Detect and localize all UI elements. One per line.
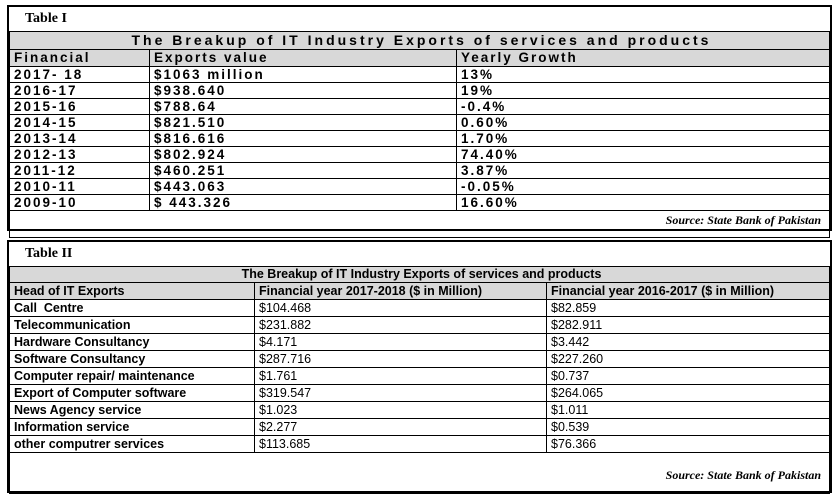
cell-head: Telecommunication <box>9 316 255 334</box>
table2-header-fy-2017-2018: Financial year 2017-2018 ($ in Million) <box>254 282 547 300</box>
cell-head: Computer repair/ maintenance <box>9 367 255 385</box>
table-row: 2009-10 $ 443.326 16.60% <box>9 194 830 211</box>
cell-fy2018: $4.171 <box>254 333 547 351</box>
cell-growth: 3.87% <box>456 162 830 179</box>
cell-fy2017: $76.366 <box>546 435 830 453</box>
cell-growth: 16.60% <box>456 194 830 211</box>
table1-title-row: The Breakup of IT Industry Exports of se… <box>9 31 830 50</box>
cell-head: News Agency service <box>9 401 255 419</box>
table-row: Software Consultancy $287.716 $227.260 <box>9 350 830 368</box>
cell-fy2017: $82.859 <box>546 299 830 317</box>
table1-source-row: Source: State Bank of Pakistan <box>9 210 830 238</box>
cell-fy2018: $2.277 <box>254 418 547 436</box>
table2-source-row: Source: State Bank of Pakistan <box>9 452 830 494</box>
table2-title: The Breakup of IT Industry Exports of se… <box>9 266 830 283</box>
cell-fy2018: $1.023 <box>254 401 547 419</box>
table1-header-row: Financial Exports value Yearly Growth <box>9 49 830 67</box>
table2-source: Source: State Bank of Pakistan <box>9 452 830 494</box>
cell-value: $938.640 <box>149 82 457 99</box>
cell-head: Hardware Consultancy <box>9 333 255 351</box>
table1-source: Source: State Bank of Pakistan <box>9 210 830 238</box>
table-row: 2015-16 $788.64 -0.4% <box>9 98 830 115</box>
cell-growth: 13% <box>456 66 830 83</box>
table-row: 2014-15 $821.510 0.60% <box>9 114 830 131</box>
table-row: 2011-12 $460.251 3.87% <box>9 162 830 179</box>
cell-growth: -0.05% <box>456 178 830 195</box>
cell-value: $821.510 <box>149 114 457 131</box>
table1-header-financial: Financial <box>9 49 150 67</box>
cell-head: Software Consultancy <box>9 350 255 368</box>
table2-title-row: The Breakup of IT Industry Exports of se… <box>9 266 830 283</box>
cell-year: 2009-10 <box>9 194 150 211</box>
cell-growth: 74.40% <box>456 146 830 163</box>
table-row: Hardware Consultancy $4.171 $3.442 <box>9 333 830 351</box>
table2-section: Table II The Breakup of IT Industry Expo… <box>7 240 832 494</box>
table-row: 2010-11 $443.063 -0.05% <box>9 178 830 195</box>
cell-value: $816.616 <box>149 130 457 147</box>
cell-fy2018: $104.468 <box>254 299 547 317</box>
table2-caption: Table II <box>25 246 73 261</box>
table-row: Export of Computer software $319.547 $26… <box>9 384 830 402</box>
table-row: Computer repair/ maintenance $1.761 $0.7… <box>9 367 830 385</box>
table-row: Telecommunication $231.882 $282.911 <box>9 316 830 334</box>
cell-year: 2013-14 <box>9 130 150 147</box>
cell-fy2018: $287.716 <box>254 350 547 368</box>
cell-head: Export of Computer software <box>9 384 255 402</box>
table-row: News Agency service $1.023 $1.011 <box>9 401 830 419</box>
cell-fy2018: $1.761 <box>254 367 547 385</box>
cell-year: 2016-17 <box>9 82 150 99</box>
cell-fy2017: $3.442 <box>546 333 830 351</box>
cell-growth: -0.4% <box>456 98 830 115</box>
cell-head: Information service <box>9 418 255 436</box>
table1-caption: Table I <box>25 11 67 26</box>
cell-fy2017: $1.011 <box>546 401 830 419</box>
cell-year: 2015-16 <box>9 98 150 115</box>
cell-value: $460.251 <box>149 162 457 179</box>
table-row: other computrer services $113.685 $76.36… <box>9 435 830 453</box>
table1-title: The Breakup of IT Industry Exports of se… <box>9 31 830 50</box>
table2-header-head-of-exports: Head of IT Exports <box>9 282 255 300</box>
table2-header-row: Head of IT Exports Financial year 2017-2… <box>9 282 830 300</box>
cell-value: $788.64 <box>149 98 457 115</box>
cell-fy2018: $113.685 <box>254 435 547 453</box>
table2: The Breakup of IT Industry Exports of se… <box>9 266 830 494</box>
cell-year: 2017- 18 <box>9 66 150 83</box>
cell-fy2018: $231.882 <box>254 316 547 334</box>
cell-value: $802.924 <box>149 146 457 163</box>
table-row: 2016-17 $938.640 19% <box>9 82 830 99</box>
cell-value: $1063 million <box>149 66 457 83</box>
cell-value: $ 443.326 <box>149 194 457 211</box>
table-row: Information service $2.277 $0.539 <box>9 418 830 436</box>
cell-growth: 1.70% <box>456 130 830 147</box>
cell-year: 2011-12 <box>9 162 150 179</box>
cell-fy2017: $0.539 <box>546 418 830 436</box>
cell-fy2017: $0.737 <box>546 367 830 385</box>
cell-year: 2014-15 <box>9 114 150 131</box>
cell-fy2017: $282.911 <box>546 316 830 334</box>
table-row: 2012-13 $802.924 74.40% <box>9 146 830 163</box>
cell-growth: 19% <box>456 82 830 99</box>
table1-header-exports-value: Exports value <box>149 49 457 67</box>
cell-fy2017: $227.260 <box>546 350 830 368</box>
cell-fy2017: $264.065 <box>546 384 830 402</box>
table2-header-fy-2016-2017: Financial year 2016-2017 ($ in Million) <box>546 282 830 300</box>
table-row: Call Centre $104.468 $82.859 <box>9 299 830 317</box>
table-row: 2013-14 $816.616 1.70% <box>9 130 830 147</box>
table-row: 2017- 18 $1063 million 13% <box>9 66 830 83</box>
table1-section: Table I The Breakup of IT Industry Expor… <box>7 5 832 238</box>
cell-year: 2012-13 <box>9 146 150 163</box>
cell-value: $443.063 <box>149 178 457 195</box>
cell-head: other computrer services <box>9 435 255 453</box>
cell-head: Call Centre <box>9 299 255 317</box>
table1-header-yearly-growth: Yearly Growth <box>456 49 830 67</box>
cell-fy2018: $319.547 <box>254 384 547 402</box>
table1: The Breakup of IT Industry Exports of se… <box>9 31 830 238</box>
cell-growth: 0.60% <box>456 114 830 131</box>
cell-year: 2010-11 <box>9 178 150 195</box>
